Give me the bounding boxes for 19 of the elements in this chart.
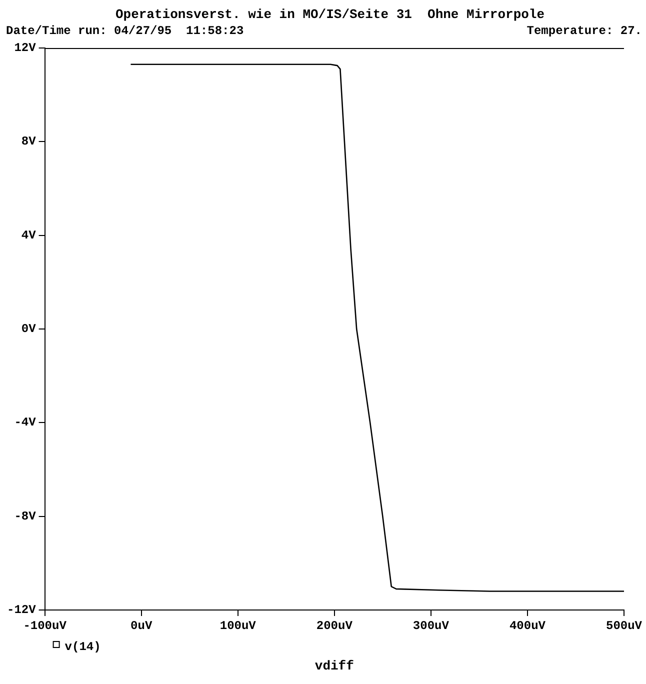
x-tick-label: 500uV — [606, 619, 643, 634]
text: Temperature: 27. — [526, 24, 642, 38]
x-tick-label: 300uV — [412, 619, 450, 634]
y-tick-label: 0V — [21, 322, 37, 336]
y-tick-label: 8V — [21, 134, 37, 149]
x-tick-label: 200uV — [316, 619, 354, 634]
legend-label: v(14) — [64, 640, 101, 654]
x-axis-title: vdiff — [314, 658, 354, 674]
y-tick-label: -12V — [6, 603, 37, 618]
chart-subtitle: Date/Time run: 04/27/95 11:58:23 — [6, 24, 244, 38]
x-tick-label: -100uV — [23, 619, 68, 634]
x-tick-label: 100uV — [220, 619, 257, 634]
y-tick-label: -8V — [14, 509, 37, 524]
chart-title: Operationsverst. wie in MO/IS/Seite 31 Ohne Mirrorpole — [115, 7, 545, 22]
y-tick-label: 4V — [21, 228, 37, 242]
x-tick-label: 0uV — [130, 619, 153, 634]
x-tick-label: 400uV — [509, 619, 546, 634]
y-tick-label: -4V — [14, 416, 37, 430]
y-tick-label: 12V — [14, 41, 37, 56]
